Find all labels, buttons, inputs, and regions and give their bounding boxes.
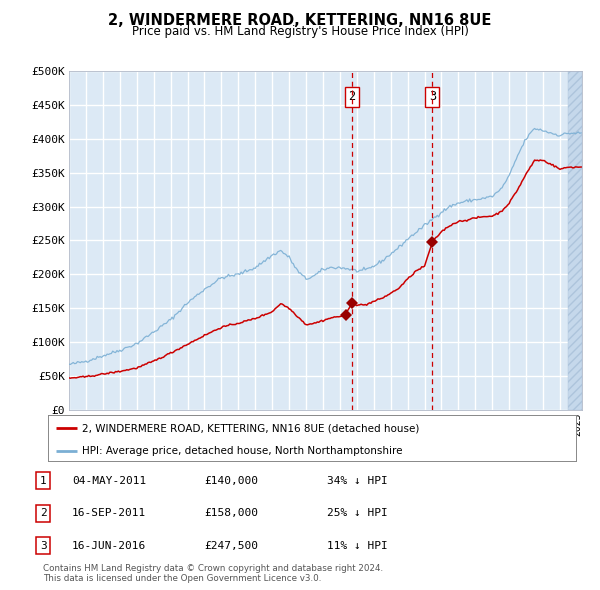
Text: 11% ↓ HPI: 11% ↓ HPI xyxy=(327,541,388,550)
Text: Contains HM Land Registry data © Crown copyright and database right 2024.
This d: Contains HM Land Registry data © Crown c… xyxy=(43,563,383,583)
Text: 04-MAY-2011: 04-MAY-2011 xyxy=(72,476,146,486)
Text: 34% ↓ HPI: 34% ↓ HPI xyxy=(327,476,388,486)
Text: HPI: Average price, detached house, North Northamptonshire: HPI: Average price, detached house, Nort… xyxy=(82,446,403,456)
Text: 16-JUN-2016: 16-JUN-2016 xyxy=(72,541,146,550)
Text: £158,000: £158,000 xyxy=(204,509,258,518)
Text: 16-SEP-2011: 16-SEP-2011 xyxy=(72,509,146,518)
Bar xyxy=(568,71,582,410)
Text: £140,000: £140,000 xyxy=(204,476,258,486)
Text: Price paid vs. HM Land Registry's House Price Index (HPI): Price paid vs. HM Land Registry's House … xyxy=(131,25,469,38)
Text: 2, WINDERMERE ROAD, KETTERING, NN16 8UE: 2, WINDERMERE ROAD, KETTERING, NN16 8UE xyxy=(109,13,491,28)
Text: 25% ↓ HPI: 25% ↓ HPI xyxy=(327,509,388,518)
Text: 3: 3 xyxy=(40,541,47,550)
Bar xyxy=(568,71,582,410)
Text: 3: 3 xyxy=(429,90,436,103)
Text: 2: 2 xyxy=(40,509,47,518)
Text: 1: 1 xyxy=(40,476,47,486)
Text: £247,500: £247,500 xyxy=(204,541,258,550)
Text: 2, WINDERMERE ROAD, KETTERING, NN16 8UE (detached house): 2, WINDERMERE ROAD, KETTERING, NN16 8UE … xyxy=(82,423,419,433)
Text: 2: 2 xyxy=(349,90,355,103)
